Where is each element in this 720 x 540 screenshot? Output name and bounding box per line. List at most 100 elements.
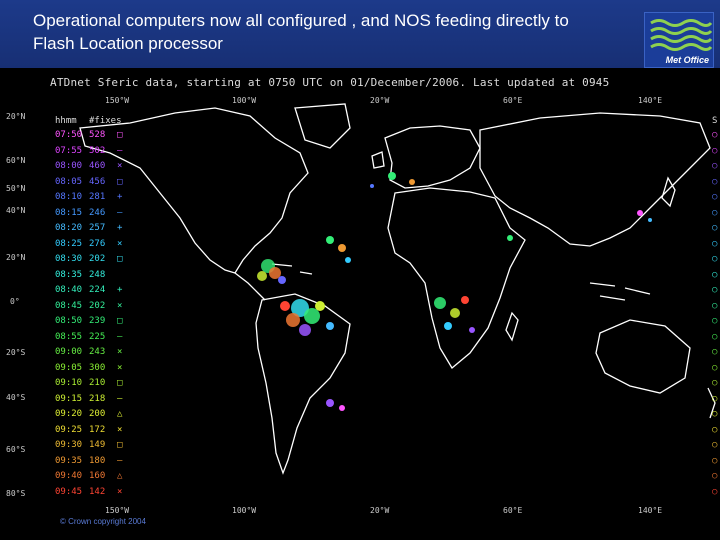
- right-column-symbol-icon: ○: [712, 393, 718, 404]
- lat-tick-3: 50°N: [6, 184, 26, 193]
- right-column-symbol-icon: ○: [712, 238, 718, 249]
- legend-count: 160: [89, 471, 106, 481]
- legend-symbol-icon: □: [117, 378, 123, 388]
- legend-symbol-icon: □: [117, 254, 123, 264]
- legend-row: 08:35 248: [55, 270, 117, 283]
- coast-central-america: [234, 272, 266, 301]
- map-title: ATDnet Sferic data, starting at 0750 UTC…: [50, 76, 610, 89]
- legend-symbol-icon: □: [117, 440, 123, 450]
- legend-count: 142: [89, 486, 106, 497]
- legend-symbol-icon: □: [117, 316, 123, 326]
- legend-symbol-icon: –: [117, 393, 123, 404]
- right-column-symbol-icon: ○: [712, 192, 718, 202]
- coast-madagascar: [505, 311, 519, 342]
- cluster-central-america: [257, 259, 286, 284]
- right-column-symbol-icon: ○: [712, 331, 718, 342]
- right-column-symbol-icon: ○: [712, 455, 718, 466]
- slide-header: Operational computers now all configured…: [0, 0, 720, 68]
- legend-time: 09:05: [55, 362, 83, 373]
- legend-symbol-icon: ×: [117, 362, 123, 373]
- legend-count: 243: [89, 347, 106, 357]
- legend-count: 218: [89, 393, 106, 404]
- legend-count: 225: [89, 331, 106, 342]
- legend-symbol-icon: –: [117, 455, 123, 466]
- legend-count: 202: [89, 254, 106, 264]
- legend-row: 08:45 202 ×: [55, 301, 122, 314]
- lon-tick-bottom-4: 60°E: [503, 506, 523, 515]
- legend-row: 09:30 149 □: [55, 440, 122, 453]
- coast-british-isles: [371, 151, 385, 169]
- right-column-symbol-icon: ○: [712, 316, 718, 326]
- right-column-head: S: [712, 116, 718, 126]
- coastlines: [79, 103, 716, 475]
- right-column-symbol-icon: ○: [712, 300, 718, 311]
- legend-count: 172: [89, 424, 106, 435]
- legend-time: 09:00: [55, 347, 83, 357]
- legend-row: 09:20 200 △: [55, 409, 122, 422]
- right-column-symbol-icon: ○: [712, 424, 718, 435]
- legend-row: 08:10 281 +: [55, 192, 122, 205]
- legend-time: 09:15: [55, 393, 83, 404]
- lat-tick-1: 20°N: [6, 112, 26, 121]
- legend-symbol-icon: ×: [117, 486, 123, 497]
- legend-count: 502: [89, 145, 106, 156]
- legend-header: hhmm #fixes: [55, 116, 122, 126]
- right-column-symbol-icon: ○: [712, 269, 718, 280]
- lat-tick-6: 0°: [10, 297, 20, 306]
- right-column-symbol-icon: ○: [712, 176, 718, 187]
- legend-time: 09:30: [55, 440, 83, 450]
- lat-tick-8: 40°S: [6, 393, 26, 402]
- legend-symbol-icon: ×: [117, 161, 123, 171]
- right-column-symbol-icon: ○: [712, 471, 718, 481]
- legend-row: 08:50 239 □: [55, 316, 122, 329]
- legend-symbol-icon: +: [117, 192, 123, 202]
- legend-count: 528: [89, 130, 106, 140]
- legend-symbol-icon: –: [117, 207, 123, 218]
- legend-count: 149: [89, 440, 106, 450]
- lon-tick-top-4: 60°E: [503, 96, 523, 105]
- legend-header-count: #fixes: [89, 116, 122, 126]
- coast-indonesia: [589, 282, 651, 301]
- lat-tick-4: 40°N: [6, 206, 26, 215]
- legend-symbol-icon: □: [117, 130, 123, 140]
- legend-symbol-icon: ×: [117, 347, 123, 357]
- legend-time: 08:00: [55, 161, 83, 171]
- legend-count: 276: [89, 238, 106, 249]
- coast-australia: [595, 319, 691, 394]
- cluster-europe: [370, 172, 415, 188]
- cluster-amazon: [280, 299, 334, 336]
- wave-logo-icon: [650, 19, 713, 51]
- legend-row: 09:40 160 △: [55, 471, 122, 484]
- legend-symbol-icon: ×: [117, 300, 123, 311]
- legend-symbol-icon: □: [117, 176, 123, 187]
- legend-time: 08:15: [55, 207, 83, 218]
- lon-tick-top-3: 20°W: [370, 96, 390, 105]
- legend-count: 224: [89, 285, 106, 295]
- legend-time: 08:55: [55, 331, 83, 342]
- legend-time: 09:20: [55, 409, 83, 419]
- legend-symbol-icon: △: [117, 409, 123, 419]
- legend-row: 07:55 502–: [55, 146, 122, 159]
- right-column-symbol-icon: ○: [712, 161, 718, 171]
- legend-count: 246: [89, 207, 106, 218]
- legend-row: 09:35 180–: [55, 456, 122, 469]
- coast-north-america: [79, 107, 309, 274]
- legend-count: 248: [89, 269, 106, 280]
- lat-tick-10: 80°S: [6, 489, 26, 498]
- legend-count: 210: [89, 378, 106, 388]
- right-column-symbol-icon: ○: [712, 285, 718, 295]
- legend-count: 257: [89, 223, 106, 233]
- legend-time: 07:55: [55, 145, 83, 156]
- legend-row: 08:15 246–: [55, 208, 122, 221]
- legend-symbol-icon: ×: [117, 238, 123, 249]
- copyright-notice: © Crown copyright 2004: [60, 517, 146, 526]
- right-column-symbol-icon: ○: [712, 223, 718, 233]
- coast-asia: [479, 112, 711, 247]
- coast-new-zealand: [707, 387, 716, 419]
- right-column-symbol-icon: ○: [712, 347, 718, 357]
- legend-row: 07:50 528 □: [55, 130, 122, 143]
- right-column-symbol-icon: ○: [712, 254, 718, 264]
- coast-europe: [384, 125, 481, 189]
- legend-time: 08:10: [55, 192, 83, 202]
- lon-tick-top-1: 150°W: [105, 96, 130, 105]
